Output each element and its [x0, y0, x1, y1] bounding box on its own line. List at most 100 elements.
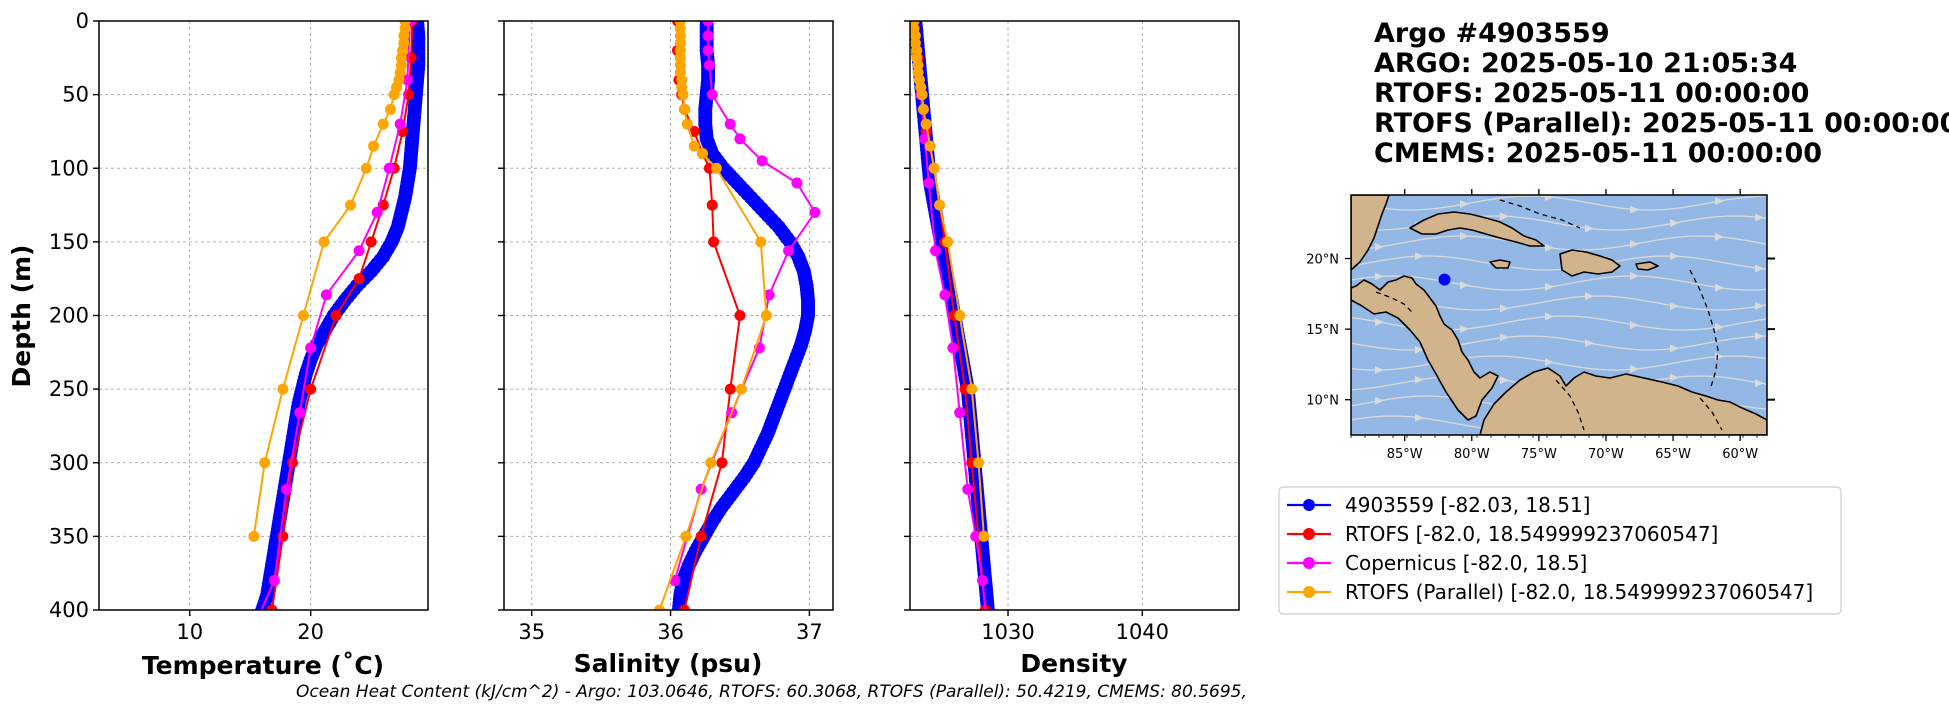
- title-rtofs-parallel-time: RTOFS (Parallel): 2025-05-11 00:00:00: [1374, 108, 1949, 139]
- temperature-ticks: 0 50 100 150 200 250 300 350 400 10 20: [49, 9, 324, 644]
- data-point-temp-3-12: [377, 118, 389, 130]
- current-arrow: [1585, 224, 1594, 233]
- land-hispaniola: [1559, 249, 1621, 277]
- current-arrow: [1545, 282, 1554, 291]
- xtick-label-1040: 1040: [1116, 620, 1169, 644]
- salinity-grid: [504, 20, 833, 611]
- title-argo-id: Argo #4903559: [1374, 18, 1610, 49]
- data-point-temp-1-7: [353, 273, 365, 285]
- series-temp-2: [251, 21, 416, 627]
- data-point-dens-2-8: [954, 407, 966, 419]
- current-arrow: [1670, 302, 1679, 311]
- data-point-temp-1-13: [252, 612, 263, 623]
- depth-ylabel: Depth (m): [7, 245, 36, 388]
- data-point-dens-3-20: [978, 530, 990, 542]
- border-central-america: [1375, 291, 1415, 315]
- data-point-temp-3-17: [297, 310, 309, 321]
- current-arrow: [1715, 197, 1724, 206]
- series-sal-3: [653, 21, 772, 610]
- data-point-dens-3-16: [942, 236, 954, 248]
- data-point-sal-1-12: [716, 457, 728, 469]
- current-arrow: [1630, 272, 1639, 281]
- data-point-dens-2-4: [923, 177, 935, 189]
- map-ticks: 85°W 80°W 75°W 70°W 65°W 60°W 20°N 15°N 10°N: [1306, 189, 1775, 462]
- data-point-temp-2-11: [251, 616, 262, 627]
- map-frame: [1350, 194, 1768, 436]
- data-point-sal-1-8: [706, 199, 718, 211]
- current-arrow: [1670, 344, 1679, 353]
- density-series: [910, 21, 995, 610]
- data-point-dens-3-17: [954, 310, 966, 321]
- legend-label-1: RTOFS [-82.0, 18.549999237060547]: [1345, 522, 1718, 546]
- data-point-dens-3-13: [924, 140, 936, 152]
- map-lon-label: 60°W: [1722, 447, 1758, 462]
- data-point-sal-3-20: [680, 530, 692, 542]
- data-point-dens-3-18: [966, 383, 978, 395]
- data-point-sal-2-5: [724, 118, 736, 130]
- data-point-temp-2-3: [383, 162, 395, 174]
- map-landmasses: [1351, 195, 1767, 435]
- map-lon-label: 70°W: [1588, 447, 1624, 462]
- data-point-temp-1-6: [365, 236, 377, 248]
- current-arrow: [1415, 345, 1424, 354]
- salinity-panel: 35 36 37 Salinity (psu): [498, 20, 834, 678]
- current-arrow: [1715, 283, 1724, 292]
- ytick-label-150: 150: [49, 230, 89, 254]
- current-arrow: [1460, 324, 1469, 333]
- data-point-dens-2-10: [970, 530, 982, 542]
- ytick-label-0: 0: [76, 9, 89, 33]
- map-lat-label: 20°N: [1306, 253, 1339, 268]
- border-lesser-antilles: [1689, 269, 1719, 391]
- data-point-temp-2-2: [394, 118, 406, 130]
- density-ticks: 1030 1040: [904, 20, 1169, 644]
- data-point-temp-3-20: [248, 530, 260, 542]
- data-point-sal-3-13: [688, 140, 700, 152]
- series-line-temp-2: [260, 21, 411, 610]
- data-point-temp-2-7: [305, 342, 317, 354]
- current-arrow: [1460, 232, 1469, 241]
- map-lon-label: 65°W: [1655, 447, 1691, 462]
- border-colombia-venezuela: [1555, 379, 1585, 431]
- xtick-label-10: 10: [176, 620, 203, 644]
- ytick-label-100: 100: [49, 156, 89, 180]
- density-xlabel: Density: [1020, 649, 1127, 678]
- density-panel: 1030 1040 Density: [904, 20, 1240, 678]
- current-arrow: [1545, 243, 1554, 252]
- current-arrow: [1670, 252, 1679, 261]
- data-point-dens-2-7: [947, 342, 959, 354]
- xtick-label-20: 20: [297, 620, 324, 644]
- current-arrow: [1630, 205, 1639, 214]
- data-point-sal-3-16: [755, 236, 767, 248]
- series-temp-3: [248, 21, 411, 542]
- data-point-temp-3-16: [318, 236, 330, 248]
- legend-entries: 4903559 [-82.03, 18.51] RTOFS [-82.0, 18.…: [1287, 493, 1813, 604]
- current-streamline: [1351, 235, 1767, 251]
- salinity-series: [653, 21, 821, 610]
- current-arrow: [1630, 240, 1639, 249]
- title-argo-time: ARGO: 2025-05-10 21:05:34: [1374, 48, 1797, 79]
- map-lon-label: 80°W: [1454, 447, 1490, 462]
- data-point-sal-3-18: [735, 383, 747, 395]
- data-point-dens-3-10: [916, 89, 928, 101]
- data-point-sal-3-21: [653, 604, 665, 610]
- legend-label-0: 4903559 [-82.03, 18.51]: [1345, 493, 1590, 517]
- legend-label-3: RTOFS (Parallel) [-82.0, 18.549999237060…: [1345, 580, 1813, 604]
- land-north-america: [1351, 195, 1390, 271]
- current-arrow: [1375, 318, 1384, 327]
- ocean-heat-content-footer: Ocean Heat Content (kJ/cm^2) - Argo: 103…: [296, 682, 1247, 702]
- data-point-temp-3-18: [277, 383, 289, 395]
- legend-label-2: Copernicus [-82.0, 18.5]: [1345, 551, 1587, 575]
- legend-marker-1: [1303, 528, 1315, 540]
- figure-title-block: Argo #4903559 ARGO: 2025-05-10 21:05:34 …: [1374, 18, 1949, 169]
- data-point-dens-2-11: [977, 575, 989, 587]
- series-line-temp-1: [269, 21, 414, 610]
- current-arrow: [1545, 195, 1554, 201]
- series-sal-2: [669, 21, 821, 587]
- data-point-temp-2-4: [371, 206, 383, 218]
- data-point-sal-3-11: [678, 103, 690, 115]
- data-point-temp-3-14: [360, 162, 372, 174]
- legend: 4903559 [-82.03, 18.51] RTOFS [-82.0, 18.…: [1278, 486, 1842, 615]
- data-point-sal-2-7: [756, 155, 768, 167]
- location-map: 85°W 80°W 75°W 70°W 65°W 60°W 20°N 15°N 10°N: [1306, 189, 1775, 462]
- ytick-label-350: 350: [49, 524, 89, 548]
